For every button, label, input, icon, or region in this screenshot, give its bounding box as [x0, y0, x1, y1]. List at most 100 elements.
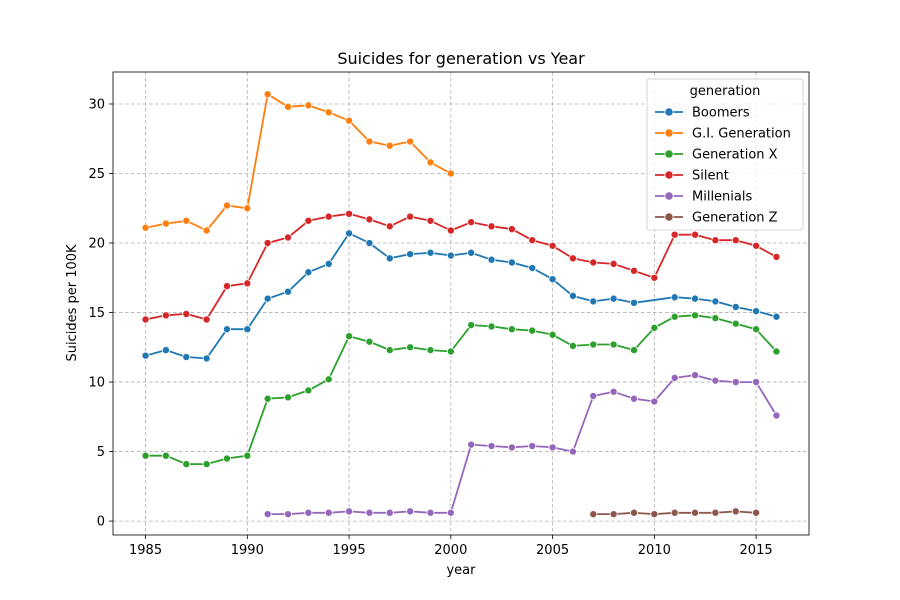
y-tick-label: 25 — [88, 167, 105, 182]
series-silent — [141, 209, 781, 324]
data-point — [467, 248, 476, 257]
data-point — [528, 236, 537, 245]
data-point — [731, 302, 740, 311]
axes: 1985 1990 1995 2000 2005 2010 2015 0 5 10 15 20 25 30 — [88, 97, 772, 558]
data-point — [650, 397, 659, 406]
data-point — [243, 204, 252, 213]
data-point — [263, 394, 272, 403]
data-point — [629, 298, 638, 307]
data-point — [691, 294, 700, 303]
data-point — [752, 378, 761, 387]
data-point — [263, 90, 272, 99]
legend-item: G.I. Generation — [655, 127, 791, 142]
legend-label: Silent — [692, 169, 729, 184]
x-tick-label: 2005 — [536, 543, 569, 558]
legend-marker — [664, 212, 674, 222]
data-point — [446, 251, 455, 260]
series-line — [145, 93, 452, 232]
data-point — [141, 223, 150, 232]
data-point — [406, 250, 415, 259]
data-point — [284, 510, 293, 519]
data-point — [222, 201, 231, 210]
data-point — [284, 102, 293, 111]
data-point — [161, 346, 170, 355]
data-point — [711, 236, 720, 245]
data-point — [731, 319, 740, 328]
data-point — [284, 233, 293, 242]
data-point — [609, 387, 618, 396]
data-point — [528, 442, 537, 451]
data-point — [385, 508, 394, 517]
data-point — [528, 264, 537, 273]
data-point — [507, 225, 516, 234]
data-point — [528, 326, 537, 335]
data-point — [222, 282, 231, 291]
data-point — [365, 508, 374, 517]
plot-frame — [112, 71, 810, 536]
data-point — [731, 236, 740, 245]
data-point — [609, 340, 618, 349]
data-point — [670, 293, 679, 302]
data-point — [589, 340, 598, 349]
data-point — [548, 330, 557, 339]
data-point — [691, 371, 700, 380]
chart-title: Suicides for generation vs Year — [337, 49, 585, 68]
data-point — [446, 226, 455, 235]
y-tick-label: 15 — [88, 306, 105, 321]
y-tick-label: 20 — [88, 237, 105, 252]
data-point — [752, 241, 761, 250]
data-point — [589, 297, 598, 306]
data-point — [426, 248, 435, 257]
data-point — [141, 451, 150, 460]
data-point — [161, 451, 170, 460]
legend-marker — [664, 149, 674, 159]
data-point — [629, 266, 638, 275]
data-point — [141, 351, 150, 360]
data-point — [629, 508, 638, 517]
data-point — [670, 508, 679, 517]
data-point — [345, 332, 354, 341]
data-point — [426, 158, 435, 167]
series-g-i-generation — [141, 90, 455, 235]
data-point — [345, 229, 354, 238]
data-point — [304, 101, 313, 110]
data-point — [487, 222, 496, 231]
data-point — [589, 391, 598, 400]
data-point — [629, 394, 638, 403]
legend-item: Millenials — [655, 190, 752, 205]
legend-marker — [664, 170, 674, 180]
data-point — [650, 273, 659, 282]
data-point — [426, 346, 435, 355]
x-axis-label: year — [446, 563, 476, 578]
data-point — [670, 230, 679, 239]
legend-label: G.I. Generation — [692, 127, 791, 142]
data-point — [609, 294, 618, 303]
data-point — [711, 314, 720, 323]
data-point — [202, 315, 211, 324]
data-point — [711, 297, 720, 306]
data-point — [182, 353, 191, 362]
data-point — [161, 219, 170, 228]
data-point — [365, 215, 374, 224]
series-line — [267, 374, 778, 515]
legend-item: Silent — [655, 169, 729, 184]
series-line — [145, 314, 778, 466]
legend-title: generation — [690, 84, 761, 99]
data-point — [609, 259, 618, 268]
data-point — [752, 508, 761, 517]
data-point — [324, 259, 333, 268]
x-tick-label: 1995 — [333, 543, 366, 558]
data-point — [711, 508, 720, 517]
data-point — [284, 287, 293, 296]
data-point — [426, 216, 435, 225]
x-tick-label: 2015 — [740, 543, 773, 558]
data-point — [406, 507, 415, 516]
data-point — [324, 508, 333, 517]
data-point — [752, 325, 761, 334]
legend-marker — [664, 107, 674, 117]
data-point — [467, 218, 476, 227]
data-point — [507, 325, 516, 334]
data-point — [650, 510, 659, 519]
y-tick-label: 0 — [97, 515, 105, 530]
